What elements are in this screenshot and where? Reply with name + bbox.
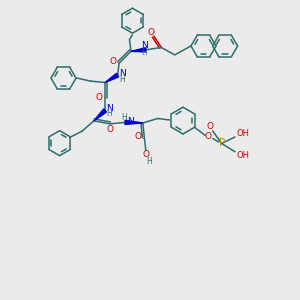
Polygon shape: [131, 48, 146, 52]
Text: O: O: [135, 132, 142, 141]
Text: H: H: [107, 109, 112, 118]
Text: O: O: [204, 132, 211, 141]
Text: N: N: [141, 41, 148, 50]
Text: H: H: [142, 48, 147, 57]
Text: O: O: [207, 122, 214, 131]
Text: O: O: [147, 28, 155, 37]
Text: H: H: [122, 113, 127, 122]
Text: OH: OH: [236, 151, 250, 160]
Polygon shape: [105, 73, 119, 83]
Text: N: N: [119, 69, 125, 78]
Text: H: H: [119, 75, 125, 84]
Text: N: N: [127, 117, 134, 126]
Polygon shape: [94, 109, 106, 121]
Text: O: O: [107, 125, 114, 134]
Text: O: O: [95, 93, 102, 102]
Text: P: P: [218, 139, 225, 148]
Text: O: O: [142, 150, 149, 159]
Text: H: H: [146, 157, 152, 166]
Text: O: O: [109, 57, 116, 66]
Text: N: N: [106, 103, 113, 112]
Polygon shape: [125, 120, 143, 124]
Text: OH: OH: [236, 130, 250, 139]
